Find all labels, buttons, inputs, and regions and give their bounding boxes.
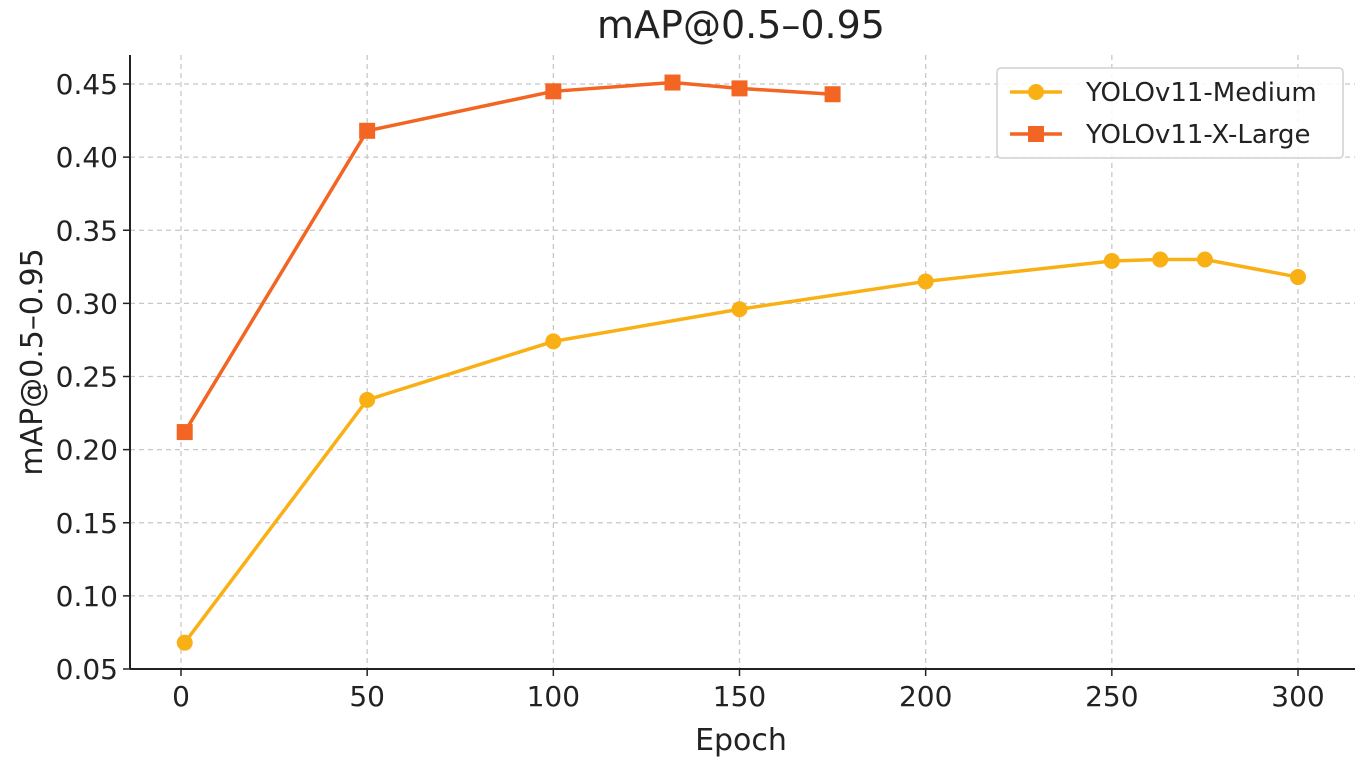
x-tick-label: 100 bbox=[527, 680, 580, 713]
legend: YOLOv11-Medium YOLOv11-X-Large bbox=[996, 67, 1344, 159]
data-point bbox=[664, 74, 681, 91]
y-tick-label: 0.35 bbox=[56, 214, 118, 247]
data-point bbox=[824, 86, 841, 103]
data-point bbox=[176, 634, 193, 651]
data-point bbox=[359, 391, 376, 408]
legend-box bbox=[996, 67, 1344, 159]
data-point bbox=[1152, 251, 1169, 268]
data-point bbox=[1290, 269, 1306, 286]
data-point bbox=[731, 80, 748, 97]
data-point bbox=[545, 333, 562, 350]
data-point bbox=[359, 122, 376, 139]
data-point bbox=[917, 273, 934, 290]
x-tick-label: 300 bbox=[1271, 680, 1324, 713]
chart-title: mAP@0.5–0.95 bbox=[597, 3, 885, 47]
square-marker-icon bbox=[1028, 126, 1044, 142]
series-group bbox=[176, 74, 1306, 651]
x-axis-label: Epoch bbox=[695, 723, 787, 758]
y-tick-label: 0.25 bbox=[56, 361, 118, 394]
circle-marker-icon bbox=[1028, 84, 1044, 100]
data-point bbox=[1103, 252, 1120, 269]
y-axis-label: mAP@0.5–0.95 bbox=[15, 248, 50, 475]
y-tick-label: 0.30 bbox=[56, 287, 118, 320]
data-point bbox=[545, 83, 562, 100]
x-tick-label: 250 bbox=[1085, 680, 1138, 713]
data-point bbox=[1196, 251, 1213, 268]
ticks: 0 50 100 150 200 250 300 0.05 0.10 0.15 0.20 0.25 0.… bbox=[56, 68, 1325, 713]
x-tick-label: 0 bbox=[172, 680, 190, 713]
legend-label: YOLOv11-X-Large bbox=[1085, 120, 1311, 150]
y-tick-label: 0.15 bbox=[56, 507, 118, 540]
x-tick-label: 50 bbox=[349, 680, 385, 713]
y-tick-label: 0.40 bbox=[56, 141, 118, 174]
legend-label: YOLOv11-Medium bbox=[1085, 78, 1317, 108]
x-tick-label: 200 bbox=[899, 680, 952, 713]
y-tick-label: 0.10 bbox=[56, 580, 118, 613]
x-tick-label: 150 bbox=[713, 680, 766, 713]
data-point bbox=[176, 424, 193, 441]
y-tick-label: 0.05 bbox=[56, 653, 118, 686]
series-yolov11-medium bbox=[176, 251, 1306, 651]
series-yolov11-x-large bbox=[176, 74, 841, 441]
y-tick-label: 0.45 bbox=[56, 68, 118, 101]
y-tick-label: 0.20 bbox=[56, 434, 118, 467]
series-line bbox=[183, 80, 833, 433]
data-point bbox=[731, 301, 748, 318]
